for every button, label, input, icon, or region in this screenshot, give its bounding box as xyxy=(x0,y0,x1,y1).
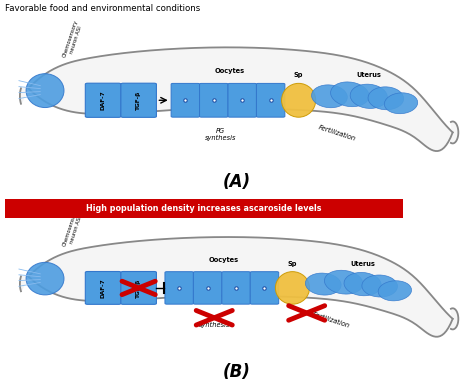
FancyBboxPatch shape xyxy=(256,83,285,117)
Ellipse shape xyxy=(362,275,398,297)
Ellipse shape xyxy=(378,281,411,301)
FancyBboxPatch shape xyxy=(5,199,403,218)
Text: Uterus: Uterus xyxy=(356,72,381,79)
Text: Fertilization: Fertilization xyxy=(318,124,356,142)
Ellipse shape xyxy=(26,262,64,295)
FancyBboxPatch shape xyxy=(250,272,279,304)
FancyBboxPatch shape xyxy=(165,272,193,304)
Polygon shape xyxy=(20,47,458,151)
FancyBboxPatch shape xyxy=(171,83,200,117)
Ellipse shape xyxy=(324,270,363,294)
FancyBboxPatch shape xyxy=(121,272,156,304)
Text: Oocytes: Oocytes xyxy=(215,68,245,74)
Ellipse shape xyxy=(330,82,369,107)
Text: DAF-7: DAF-7 xyxy=(100,278,106,298)
Text: Sp: Sp xyxy=(294,72,303,79)
FancyBboxPatch shape xyxy=(193,272,222,304)
FancyBboxPatch shape xyxy=(85,83,121,117)
Ellipse shape xyxy=(384,93,418,114)
FancyBboxPatch shape xyxy=(200,83,228,117)
Text: High population density increases ascaroside levels: High population density increases ascaro… xyxy=(86,204,321,213)
FancyBboxPatch shape xyxy=(85,272,121,304)
FancyBboxPatch shape xyxy=(121,83,156,117)
Text: Sp: Sp xyxy=(288,261,297,267)
Ellipse shape xyxy=(350,84,387,108)
FancyBboxPatch shape xyxy=(222,272,250,304)
Text: Chemosensory
neuron ASI: Chemosensory neuron ASI xyxy=(62,19,85,60)
Ellipse shape xyxy=(344,272,381,296)
Ellipse shape xyxy=(311,85,347,108)
Ellipse shape xyxy=(368,87,404,110)
FancyBboxPatch shape xyxy=(228,83,256,117)
Ellipse shape xyxy=(305,273,341,295)
Text: Uterus: Uterus xyxy=(350,261,375,267)
Text: Oocytes: Oocytes xyxy=(209,257,239,263)
Polygon shape xyxy=(20,237,458,337)
Text: Favorable food and environmental conditions: Favorable food and environmental conditi… xyxy=(5,4,200,13)
Text: TGF-β: TGF-β xyxy=(136,91,141,110)
Text: TGF-β: TGF-β xyxy=(136,278,141,298)
Text: Chemosensory
neuron ASI: Chemosensory neuron ASI xyxy=(62,208,85,249)
Ellipse shape xyxy=(275,272,310,304)
Text: Fertilization: Fertilization xyxy=(311,311,350,329)
Text: DAF-7: DAF-7 xyxy=(100,90,106,110)
Ellipse shape xyxy=(26,74,64,108)
Text: PG
synthesis: PG synthesis xyxy=(199,315,230,328)
Text: (B): (B) xyxy=(223,363,251,381)
Text: PG
synthesis: PG synthesis xyxy=(205,128,236,141)
Text: (A): (A) xyxy=(223,173,251,191)
Ellipse shape xyxy=(282,83,316,117)
